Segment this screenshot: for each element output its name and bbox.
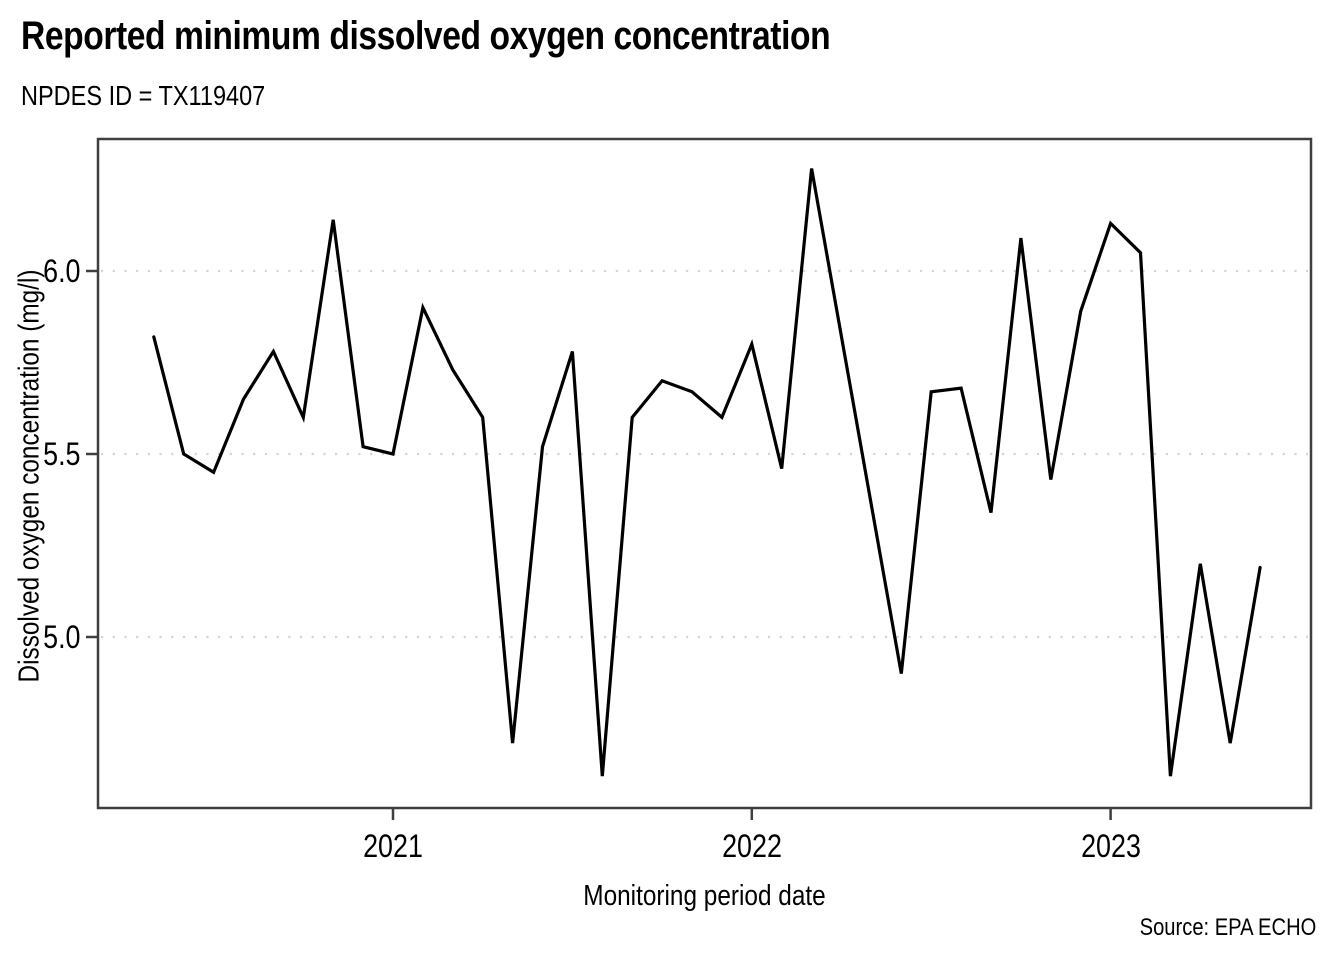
y-tick-label-6.0: 6.0 [42,253,80,289]
x-axis-title: Monitoring period date [583,880,826,912]
chart-subtitle: NPDES ID = TX119407 [21,80,266,111]
plot-border [96,137,1313,810]
source-caption: Source: EPA ECHO [1139,914,1316,941]
y-tick-label-5.5: 5.5 [42,436,80,472]
x-tick-label-2022: 2022 [721,828,782,864]
y-tick-label-5.0: 5.0 [42,619,80,655]
y-axis-title: Dissolved oxygen concentration (mg/l) [13,269,46,683]
x-tick-label-2021: 2021 [363,828,423,864]
x-tick-label-2023: 2023 [1080,828,1141,864]
chart-title: Reported minimum dissolved oxygen concen… [21,14,831,58]
data-line [152,168,1262,777]
